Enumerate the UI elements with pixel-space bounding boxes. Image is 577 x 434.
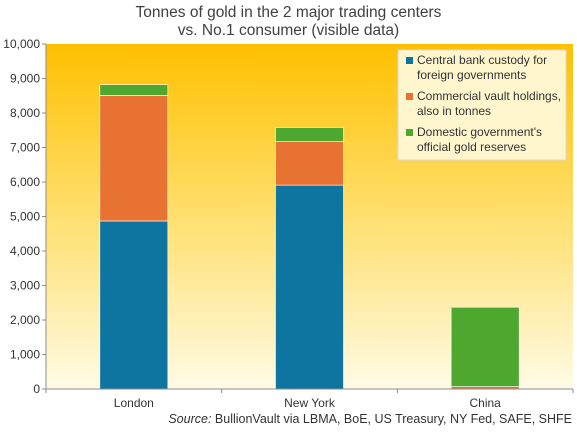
- y-tick-label: 3,000: [10, 279, 40, 293]
- bar-new-york-series-2: [275, 141, 344, 186]
- x-tick-label: London: [114, 396, 154, 410]
- legend-entry: Commercial vault holdings, also in tonnes: [417, 89, 561, 118]
- y-tick-label: 7,000: [10, 141, 40, 155]
- y-tick-label: 2,000: [10, 313, 40, 327]
- bar-new-york-series-1: [275, 184, 344, 390]
- bar-london-series-1: [99, 220, 169, 390]
- source-note: Source: BullionVault via LBMA, BoE, US T…: [0, 412, 572, 426]
- y-tick-label: 6,000: [10, 175, 40, 189]
- y-tick-label: 0: [33, 382, 40, 396]
- x-tick-label: New York: [284, 396, 336, 410]
- y-tick-label: 8,000: [10, 106, 40, 120]
- y-tick-label: 9,000: [10, 72, 40, 86]
- bar-london-series-2: [99, 95, 169, 222]
- y-tick-label: 4,000: [10, 244, 40, 258]
- legend-swatch: [406, 57, 413, 64]
- legend-box: [397, 49, 567, 161]
- chart-title-line-1: Tonnes of gold in the 2 major trading ce…: [135, 4, 442, 21]
- chart-title-line-2: vs. No.1 consumer (visible data): [177, 22, 400, 39]
- y-tick-label: 1,000: [10, 348, 40, 362]
- legend-entry: Central bank custody for foreign governme…: [417, 53, 547, 82]
- x-tick-label: China: [469, 396, 501, 410]
- y-tick-label: 5,000: [10, 210, 40, 224]
- source-label: Source:: [168, 412, 212, 426]
- bar-london-series-3: [99, 84, 169, 96]
- source-text: BullionVault via LBMA, BoE, US Treasury,…: [211, 412, 572, 426]
- legend-swatch: [406, 93, 413, 100]
- bar-new-york-series-3: [275, 127, 344, 142]
- y-tick-label: 10,000: [3, 37, 40, 51]
- legend-swatch: [406, 129, 413, 136]
- legend-entry: Domestic government's official gold reser…: [417, 125, 542, 154]
- bar-china-series-3: [450, 306, 520, 387]
